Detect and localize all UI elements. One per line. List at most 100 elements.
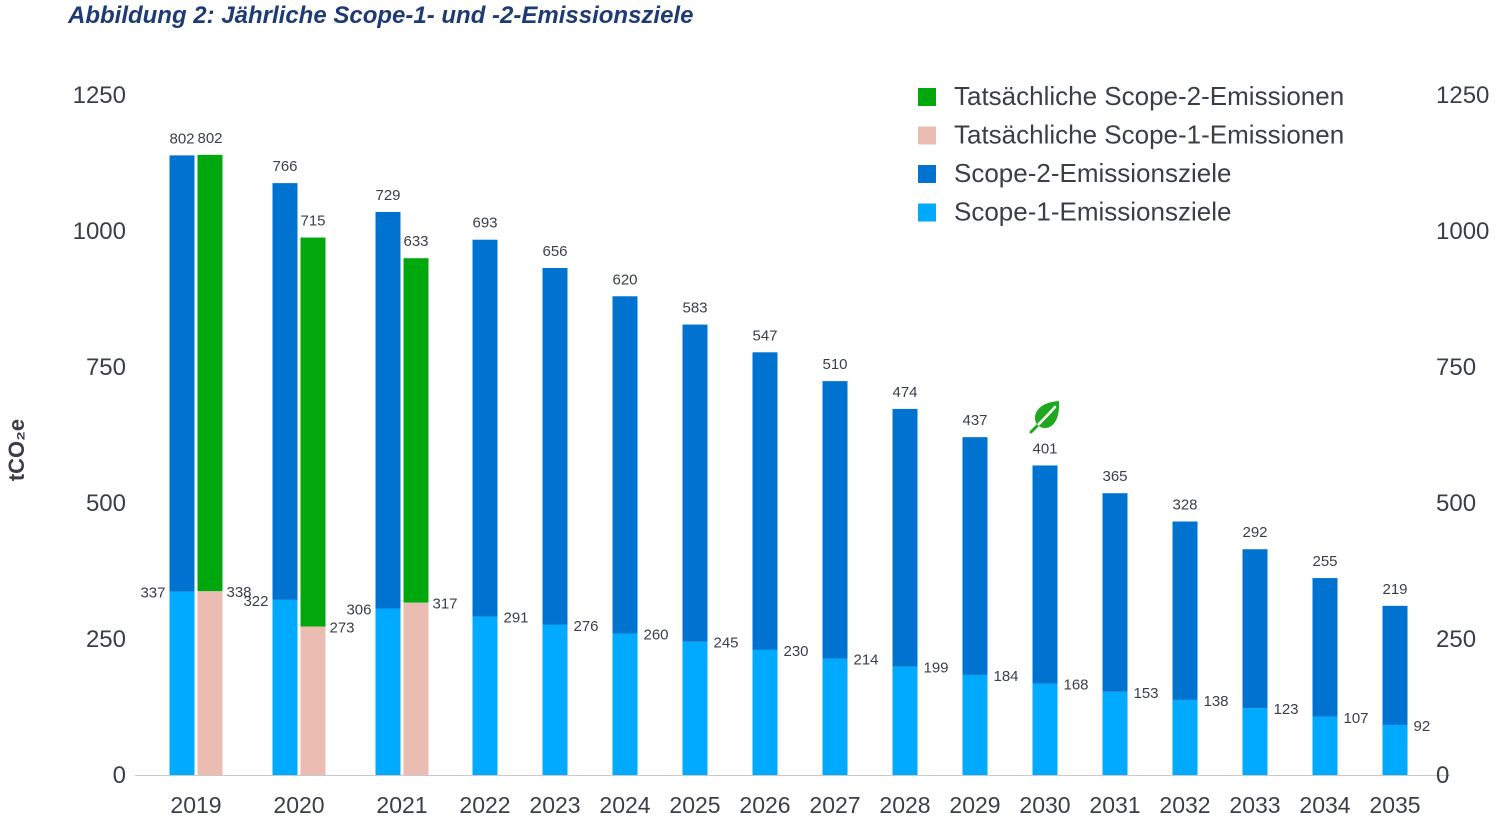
y-tick-label-left: 1250 <box>73 82 126 109</box>
y-tick-label-right: 1250 <box>1436 82 1489 109</box>
data-label-scope2-target: 510 <box>822 356 847 373</box>
bar-scope2-target <box>1242 549 1268 709</box>
data-label-scope2-target: 729 <box>375 187 400 204</box>
y-tick-label-left: 750 <box>86 354 126 381</box>
x-tick-label: 2031 <box>1089 792 1140 818</box>
bar-scope2-target <box>375 211 401 609</box>
data-label-scope1-target: 214 <box>854 652 879 669</box>
data-label-scope2-actual: 802 <box>197 130 222 147</box>
data-label-scope1-target: 260 <box>644 627 669 644</box>
legend-swatch <box>918 203 936 222</box>
data-label-scope1-target: 306 <box>346 602 371 619</box>
legend-label: Tatsächliche Scope-1-Emissionen <box>954 120 1344 150</box>
bar-scope1-target <box>1312 716 1338 775</box>
data-label-scope1-target: 245 <box>714 635 739 652</box>
bar-scope1-target <box>1242 708 1268 775</box>
bar-scope1-target <box>822 658 848 775</box>
bar-scope1-target <box>1382 724 1408 775</box>
data-label-scope2-target: 802 <box>169 130 194 147</box>
legend-swatch <box>918 88 936 106</box>
data-label-scope1-target: 123 <box>1274 701 1299 718</box>
bar-scope1-target <box>962 674 988 775</box>
bar-scope1-target <box>272 599 298 775</box>
data-label-scope2-target: 401 <box>1032 440 1057 457</box>
bar-scope2-target <box>1312 578 1338 717</box>
bar-scope1-target <box>169 591 195 775</box>
bar-scope2-target <box>1032 465 1058 684</box>
bar-scope2-target <box>1172 521 1198 700</box>
data-label-scope1-actual: 338 <box>227 584 252 601</box>
bar-scope1-target <box>1032 683 1058 775</box>
leaf-icon <box>1029 401 1060 434</box>
data-label-scope2-target: 693 <box>472 215 497 232</box>
bar-scope2-target <box>682 324 708 642</box>
data-label-scope2-target: 255 <box>1312 553 1337 570</box>
y-tick-label-left: 250 <box>86 626 126 653</box>
x-tick-label: 2019 <box>170 792 221 818</box>
y-axis-label: tCO₂e <box>4 419 29 481</box>
data-label-scope1-target: 230 <box>784 643 809 660</box>
x-tick-label: 2025 <box>669 792 720 818</box>
data-label-scope2-target: 292 <box>1242 524 1267 541</box>
data-label-scope2-target: 365 <box>1102 468 1127 485</box>
data-label-scope2-actual: 715 <box>300 213 325 230</box>
data-label-scope2-target: 437 <box>962 412 987 429</box>
bar-scope1-target <box>892 666 918 775</box>
bar-scope1-target <box>472 616 498 775</box>
x-tick-label: 2033 <box>1229 792 1280 818</box>
x-tick-label: 2030 <box>1019 792 1070 818</box>
bar-scope1-target <box>375 608 401 775</box>
data-label-scope1-target: 153 <box>1134 685 1159 702</box>
data-label-scope2-target: 583 <box>682 300 707 317</box>
data-label-scope2-target: 766 <box>272 158 297 175</box>
x-tick-label: 2024 <box>599 792 650 818</box>
bar-scope1-target <box>752 649 778 775</box>
bar-scope2-target <box>612 296 638 634</box>
x-tick-label: 2032 <box>1159 792 1210 818</box>
x-tick-label: 2034 <box>1299 792 1350 818</box>
bar-scope2-target <box>1102 493 1128 692</box>
legend-label: Scope-2-Emissionsziele <box>954 158 1231 188</box>
bar-scope1-actual <box>197 591 223 775</box>
y-tick-label-right: 250 <box>1436 626 1476 653</box>
x-tick-label: 2026 <box>739 792 790 818</box>
bar-scope2-target <box>169 155 195 592</box>
data-label-scope1-target: 337 <box>140 585 165 602</box>
x-tick-label: 2022 <box>459 792 510 818</box>
bar-scope2-actual <box>197 154 223 592</box>
data-label-scope2-target: 656 <box>542 243 567 260</box>
bar-scope1-actual <box>300 626 326 775</box>
bar-scope1-target <box>612 633 638 775</box>
bar-scope2-target <box>472 239 498 617</box>
data-label-scope1-target: 92 <box>1414 718 1431 735</box>
bar-scope1-target <box>542 624 568 775</box>
x-tick-label: 2023 <box>529 792 580 818</box>
bar-scope1-target <box>682 641 708 775</box>
legend-label: Scope-1-Emissionsziele <box>954 197 1231 227</box>
data-label-scope2-target: 219 <box>1382 581 1407 598</box>
legend-label: Tatsächliche Scope-2-Emissionen <box>954 81 1344 111</box>
bar-scope2-target <box>892 408 918 667</box>
bar-scope2-target <box>542 267 568 625</box>
data-label-scope1-actual: 317 <box>433 596 458 613</box>
y-tick-label-left: 500 <box>86 490 126 517</box>
bar-scope1-target <box>1172 699 1198 775</box>
legend-swatch <box>918 126 936 145</box>
x-tick-label: 2027 <box>809 792 860 818</box>
data-label-scope1-target: 291 <box>504 610 529 627</box>
bar-scope2-target <box>272 183 298 600</box>
data-label-scope2-target: 620 <box>612 271 637 288</box>
data-label-scope2-target: 547 <box>752 327 777 344</box>
x-tick-label: 2029 <box>949 792 1000 818</box>
data-label-scope2-target: 474 <box>892 384 917 401</box>
bar-scope2-target <box>752 352 778 650</box>
x-tick-label: 2020 <box>273 792 324 818</box>
data-label-scope1-target: 168 <box>1064 677 1089 694</box>
data-label-scope1-target: 199 <box>924 660 949 677</box>
data-label-scope1-target: 322 <box>243 593 268 610</box>
bar-scope2-actual <box>300 237 326 627</box>
data-label-scope2-actual: 633 <box>403 233 428 250</box>
bar-scope2-target <box>1382 605 1408 725</box>
y-tick-label-right: 500 <box>1436 490 1476 517</box>
